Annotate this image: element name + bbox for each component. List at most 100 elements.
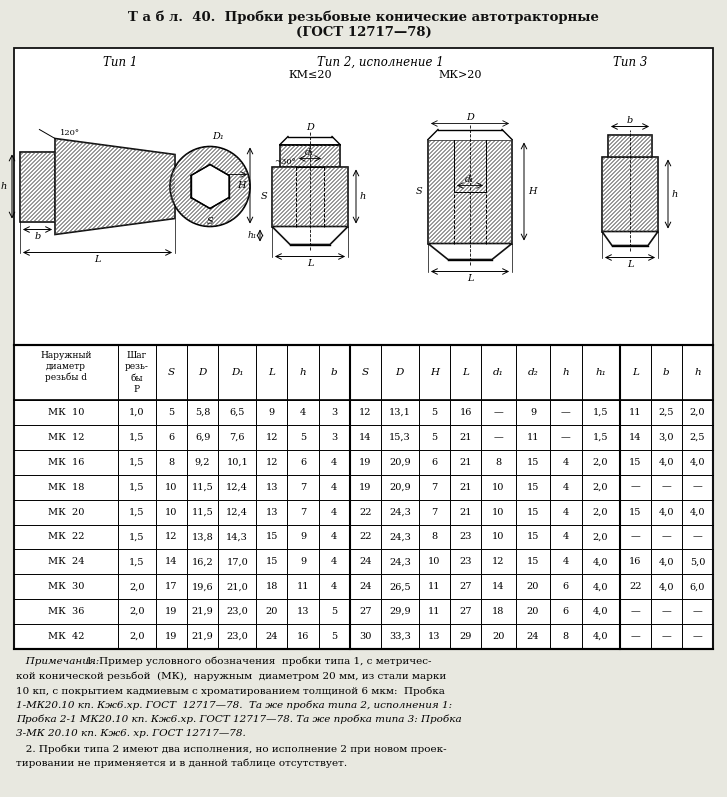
Text: 6,0: 6,0: [690, 583, 705, 591]
Text: 17: 17: [165, 583, 177, 591]
Text: 15: 15: [629, 457, 641, 467]
Text: S: S: [260, 192, 267, 201]
Text: 29: 29: [459, 632, 472, 641]
Text: 10: 10: [492, 483, 505, 492]
Text: 2,5: 2,5: [659, 408, 674, 417]
Polygon shape: [272, 226, 348, 245]
Text: 6: 6: [300, 457, 306, 467]
Text: d₂: d₂: [528, 368, 539, 377]
Text: h: h: [563, 368, 569, 377]
Text: 10: 10: [428, 557, 441, 567]
Text: 12: 12: [265, 433, 278, 442]
Text: —: —: [662, 607, 671, 616]
Text: L: L: [268, 368, 276, 377]
Text: 6: 6: [563, 583, 569, 591]
Text: 4: 4: [331, 483, 337, 492]
Text: 9: 9: [530, 408, 536, 417]
Text: 3: 3: [331, 408, 337, 417]
Text: 7: 7: [431, 483, 438, 492]
Text: 4: 4: [563, 532, 569, 541]
Text: 1,5: 1,5: [129, 508, 145, 516]
Text: S: S: [206, 217, 213, 226]
Polygon shape: [428, 129, 512, 139]
Text: КМ≤20: КМ≤20: [288, 70, 332, 80]
Text: D₁: D₁: [212, 132, 224, 140]
Text: 14: 14: [492, 583, 505, 591]
Text: МК  20: МК 20: [48, 508, 84, 516]
Text: 22: 22: [359, 532, 371, 541]
Text: 21: 21: [459, 483, 472, 492]
Text: 7: 7: [300, 483, 306, 492]
Text: 4: 4: [563, 508, 569, 516]
Text: 14: 14: [165, 557, 177, 567]
Text: 6,5: 6,5: [230, 408, 245, 417]
Text: h: h: [672, 190, 678, 198]
Text: 16: 16: [297, 632, 309, 641]
Text: 7,6: 7,6: [230, 433, 245, 442]
Text: 1,5: 1,5: [129, 457, 145, 467]
Text: 22: 22: [629, 583, 641, 591]
Text: 16: 16: [629, 557, 641, 567]
Text: 24: 24: [359, 557, 371, 567]
Text: d₁: d₁: [305, 147, 315, 156]
Text: 29,9: 29,9: [389, 607, 411, 616]
Text: 17,0: 17,0: [226, 557, 248, 567]
Text: (ГОСТ 12717—78): (ГОСТ 12717—78): [296, 26, 431, 39]
Text: 16,2: 16,2: [192, 557, 214, 567]
Text: Наружный
диаметр
резьбы d: Наружный диаметр резьбы d: [40, 351, 92, 383]
Text: 10: 10: [165, 508, 177, 516]
Text: 5: 5: [331, 607, 337, 616]
Text: 1-МК20.10 кп. Кж6.хр. ГОСТ  12717—78.  Та же пробка типа 2, исполнения 1:: 1-МК20.10 кп. Кж6.хр. ГОСТ 12717—78. Та …: [16, 701, 452, 710]
Circle shape: [170, 147, 250, 226]
Text: b: b: [34, 231, 41, 241]
Text: h₁: h₁: [248, 231, 257, 240]
Text: —: —: [662, 632, 671, 641]
Text: 5: 5: [431, 408, 438, 417]
Text: 4,0: 4,0: [690, 508, 705, 516]
Text: 21: 21: [459, 508, 472, 516]
Polygon shape: [280, 136, 340, 144]
Text: 8: 8: [495, 457, 502, 467]
Text: 2,0: 2,0: [593, 457, 608, 467]
Text: 19: 19: [359, 457, 371, 467]
Text: 2,0: 2,0: [593, 508, 608, 516]
Text: Т а б л.  40.  Пробки резьбовые конические автотракторные: Т а б л. 40. Пробки резьбовые конические…: [128, 10, 599, 23]
Text: 10,1: 10,1: [226, 457, 248, 467]
Text: h: h: [1, 182, 7, 191]
Text: 16: 16: [459, 408, 472, 417]
Text: 6,9: 6,9: [195, 433, 210, 442]
Text: 23: 23: [459, 532, 472, 541]
Text: 24,3: 24,3: [389, 532, 411, 541]
Text: Tmax: Tmax: [0, 175, 2, 198]
Text: 24: 24: [265, 632, 278, 641]
Polygon shape: [428, 244, 512, 260]
Text: 27: 27: [359, 607, 371, 616]
Text: 5: 5: [431, 433, 438, 442]
Text: 6: 6: [563, 607, 569, 616]
Text: S: S: [361, 368, 369, 377]
Text: —: —: [693, 632, 702, 641]
Text: 5,0: 5,0: [690, 557, 705, 567]
Text: 15: 15: [527, 483, 539, 492]
Text: 2. Пробки типа 2 имеют два исполнения, но исполнение 2 при новом проек-: 2. Пробки типа 2 имеют два исполнения, н…: [16, 744, 446, 753]
Polygon shape: [272, 167, 348, 226]
Text: 10: 10: [492, 532, 505, 541]
Text: L: L: [627, 260, 633, 269]
Text: 11: 11: [527, 433, 539, 442]
Text: 23,0: 23,0: [226, 607, 248, 616]
Polygon shape: [608, 135, 652, 156]
Text: 2,0: 2,0: [129, 607, 145, 616]
Text: 2,0: 2,0: [129, 583, 145, 591]
Text: 12,4: 12,4: [226, 483, 248, 492]
Text: 12: 12: [359, 408, 371, 417]
Text: 24,3: 24,3: [389, 508, 411, 516]
Text: 5: 5: [169, 408, 174, 417]
Text: 18: 18: [265, 583, 278, 591]
Text: 27: 27: [459, 607, 472, 616]
Text: 24,3: 24,3: [389, 557, 411, 567]
Text: 6: 6: [431, 457, 438, 467]
Text: 12: 12: [265, 457, 278, 467]
Text: H: H: [238, 181, 246, 190]
Text: —: —: [630, 532, 640, 541]
Text: 13,1: 13,1: [389, 408, 411, 417]
